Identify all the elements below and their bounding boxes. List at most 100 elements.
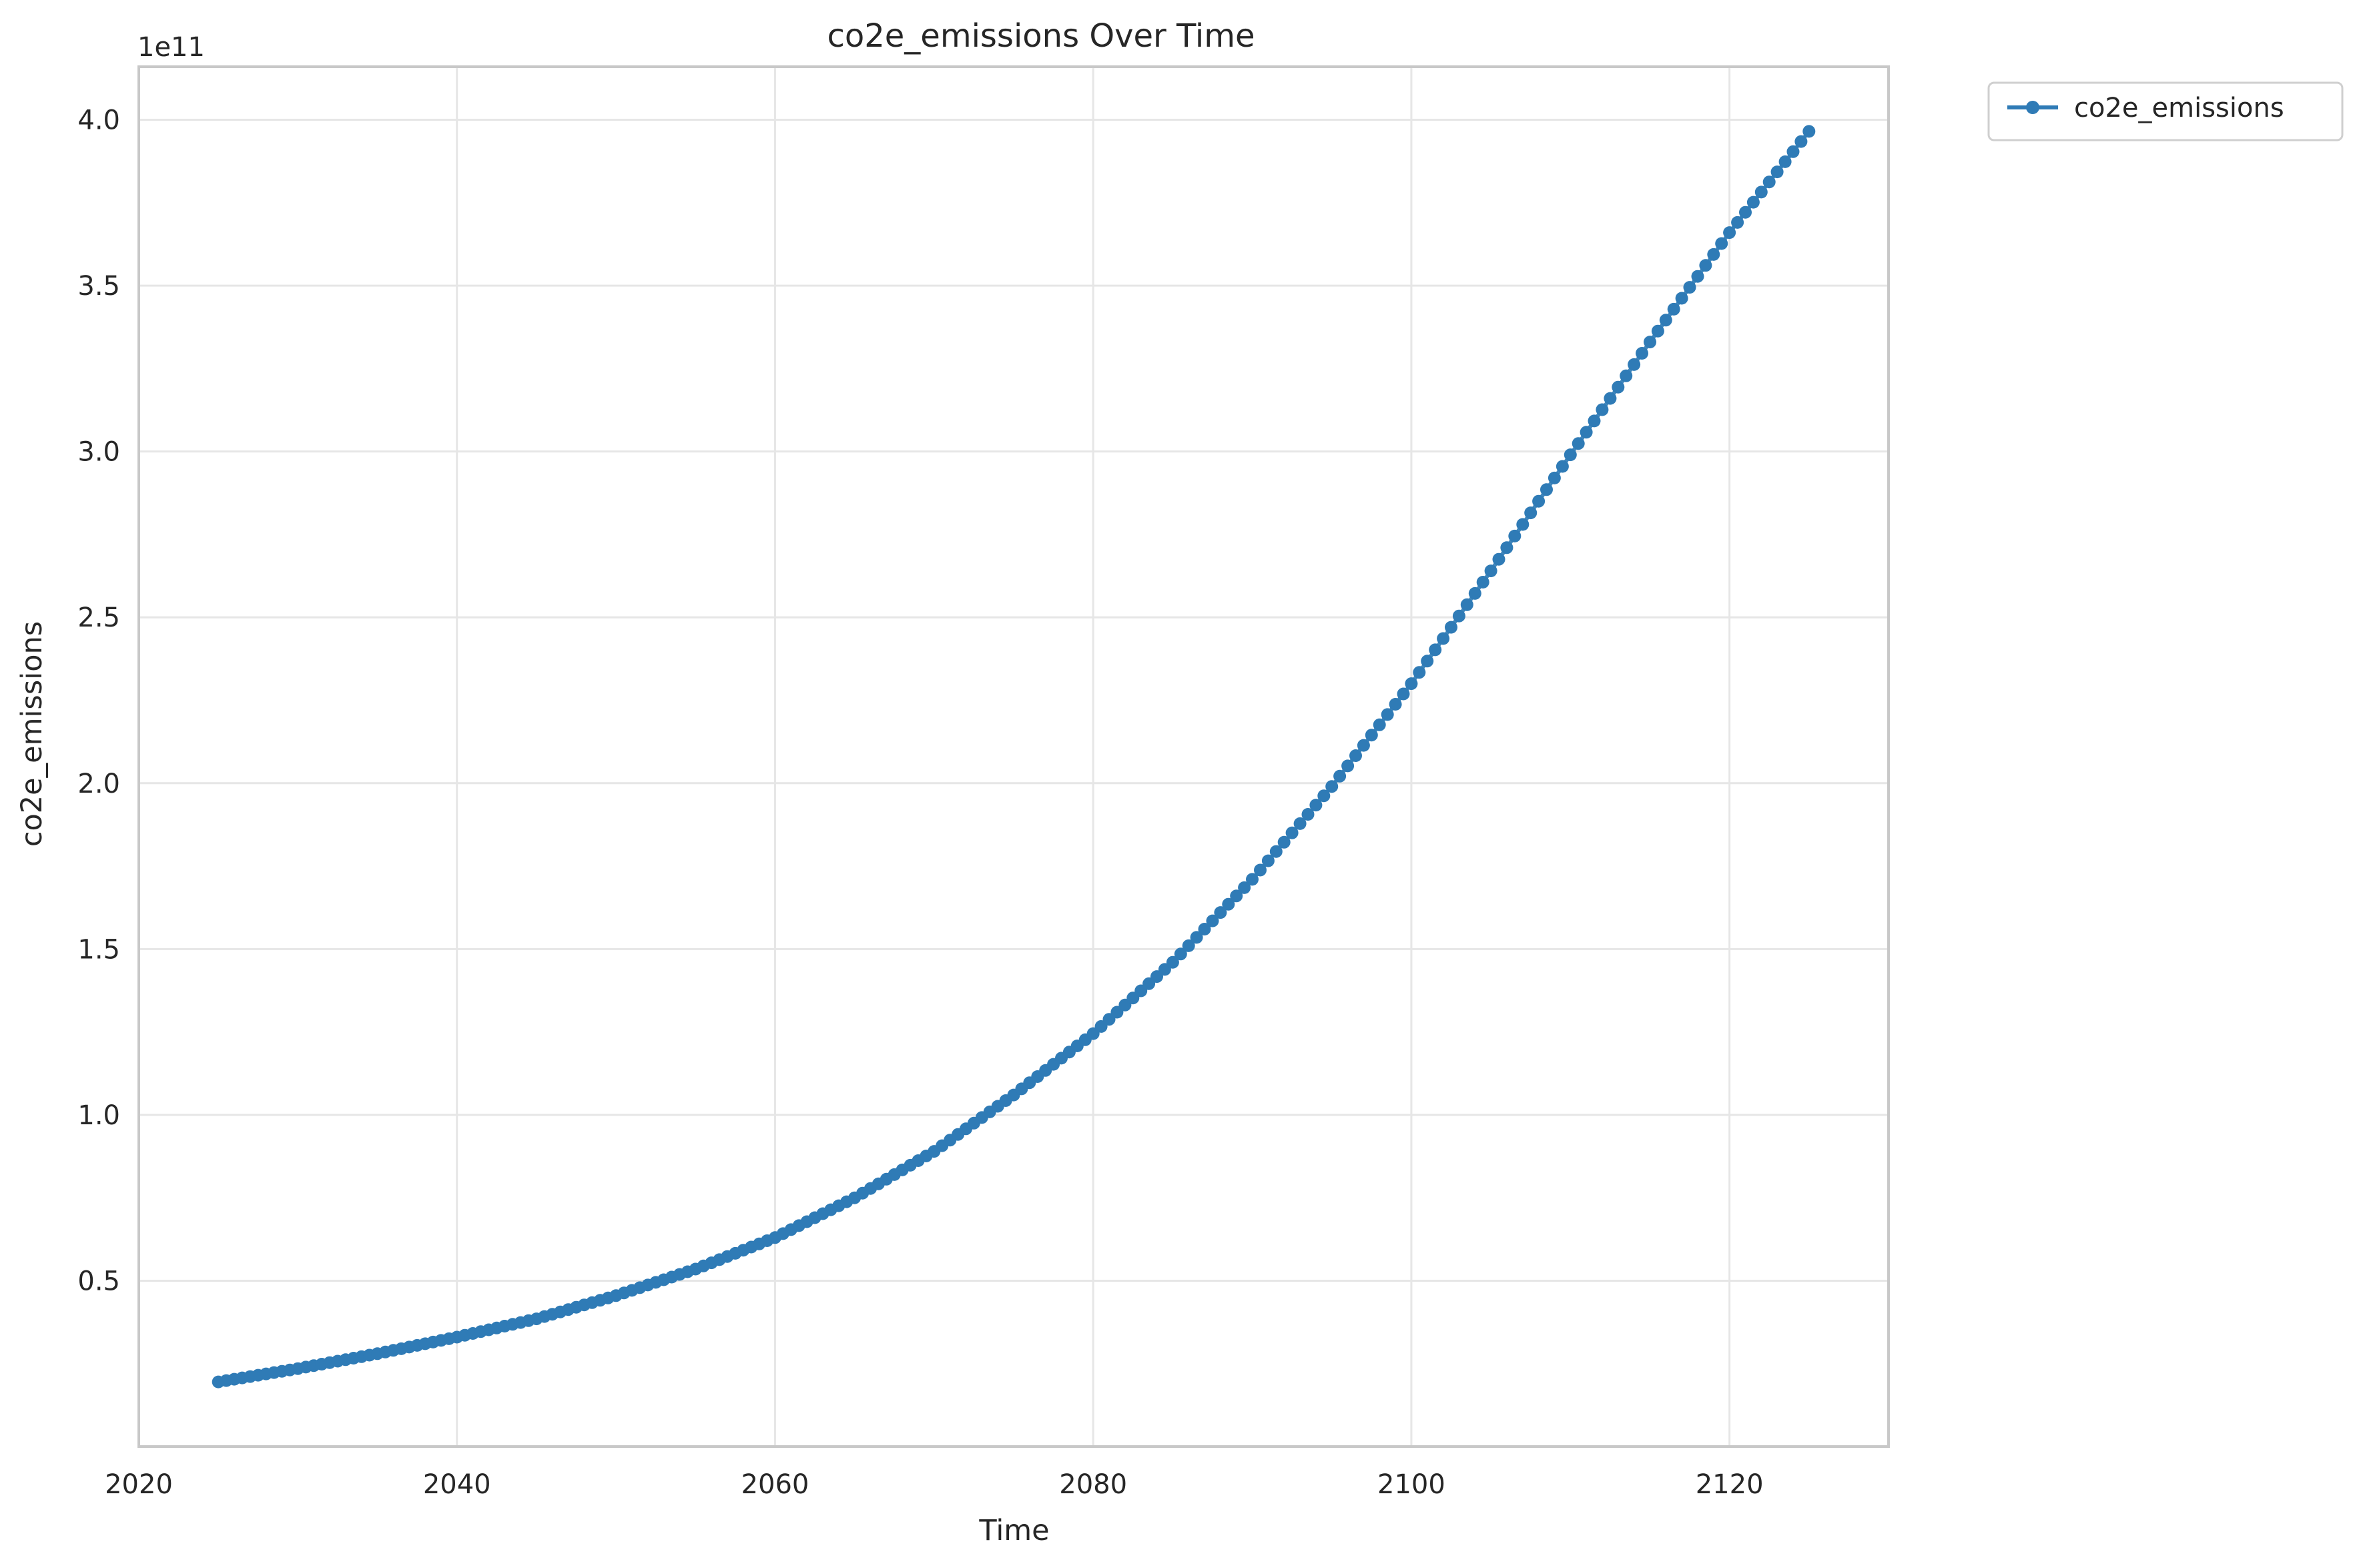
data-point bbox=[1476, 576, 1489, 589]
data-point bbox=[1667, 302, 1680, 316]
y-tick-label: 1.5 bbox=[77, 934, 120, 965]
data-point bbox=[1246, 873, 1259, 886]
data-point bbox=[1182, 939, 1195, 952]
data-point bbox=[1770, 165, 1784, 179]
tick-labels: 2020 2040 2060 2080 2100 2120 0.5 1.0 1.5 2.0 2.5 3… bbox=[77, 105, 1763, 1500]
data-point bbox=[1580, 426, 1593, 439]
data-point bbox=[1452, 609, 1465, 623]
data-point bbox=[1166, 955, 1179, 969]
data-point bbox=[1572, 437, 1585, 450]
x-tick-label: 2040 bbox=[423, 1469, 491, 1500]
chart-title: co2e_emissions Over Time bbox=[827, 17, 1255, 55]
y-tick-label: 4.0 bbox=[77, 105, 120, 136]
data-point bbox=[1421, 655, 1434, 668]
data-point bbox=[1802, 125, 1816, 138]
data-point bbox=[1198, 923, 1211, 935]
data-point bbox=[1325, 780, 1339, 793]
data-point bbox=[1222, 897, 1235, 911]
x-tick-label: 2020 bbox=[105, 1469, 173, 1500]
data-point bbox=[1746, 195, 1760, 209]
data-point bbox=[1437, 632, 1450, 645]
data-point bbox=[1628, 358, 1641, 371]
x-axis-label: Time bbox=[978, 1514, 1049, 1547]
data-point bbox=[1269, 845, 1283, 858]
data-point bbox=[1460, 598, 1473, 611]
legend: co2e_emissions bbox=[1987, 81, 2344, 141]
data-point bbox=[1508, 529, 1522, 542]
data-point bbox=[1762, 175, 1776, 189]
legend-series-marker bbox=[2026, 101, 2039, 114]
data-point bbox=[1405, 677, 1418, 691]
data-point bbox=[1691, 270, 1704, 283]
data-point bbox=[1794, 135, 1808, 148]
data-point bbox=[1357, 739, 1370, 752]
data-point bbox=[1500, 541, 1513, 554]
data-point bbox=[1516, 518, 1530, 531]
data-point bbox=[1604, 392, 1617, 405]
data-point bbox=[1317, 789, 1331, 803]
data-point bbox=[1492, 552, 1505, 566]
data-point bbox=[1778, 155, 1792, 168]
x-tick-label: 2080 bbox=[1059, 1469, 1127, 1500]
data-point bbox=[1214, 906, 1227, 919]
x-tick-label: 2060 bbox=[741, 1469, 809, 1500]
data-point bbox=[1596, 403, 1609, 416]
data-point bbox=[1548, 471, 1561, 484]
data-point bbox=[1381, 708, 1394, 721]
data-point bbox=[1675, 292, 1688, 305]
data-point bbox=[1373, 718, 1386, 731]
data-point bbox=[1365, 729, 1378, 742]
y-tick-label: 0.5 bbox=[77, 1266, 120, 1296]
plot-frame bbox=[137, 65, 1890, 1448]
data-point bbox=[1612, 380, 1625, 394]
data-point bbox=[1532, 494, 1546, 508]
data-point bbox=[1254, 863, 1267, 877]
grid-lines bbox=[137, 67, 1889, 1447]
data-point bbox=[1397, 687, 1410, 701]
data-point bbox=[1731, 216, 1744, 229]
data-point bbox=[1739, 206, 1752, 219]
x-tick-label: 2100 bbox=[1377, 1469, 1445, 1500]
data-point bbox=[1277, 835, 1291, 849]
legend-box bbox=[1987, 81, 2344, 141]
data-point bbox=[1341, 759, 1355, 773]
data-point bbox=[1206, 914, 1219, 927]
data-point bbox=[1293, 817, 1307, 830]
data-point bbox=[1301, 808, 1315, 821]
data-point bbox=[1707, 248, 1720, 261]
data-point bbox=[1413, 666, 1426, 679]
data-point bbox=[1636, 347, 1648, 360]
data-point bbox=[1651, 324, 1664, 338]
data-point bbox=[1556, 460, 1569, 473]
data-point bbox=[1683, 281, 1696, 294]
data-point bbox=[1484, 564, 1497, 578]
data-point bbox=[1715, 237, 1728, 250]
data-point bbox=[1445, 621, 1457, 634]
data-point bbox=[1230, 889, 1243, 903]
data-point bbox=[1699, 259, 1712, 272]
data-point bbox=[1333, 769, 1347, 783]
data-point bbox=[1389, 698, 1402, 711]
data-point bbox=[1659, 314, 1672, 327]
data-point bbox=[1564, 448, 1577, 462]
y-axis-label: co2e_emissions bbox=[15, 621, 49, 847]
y-tick-label: 2.5 bbox=[77, 603, 120, 633]
data-point bbox=[1261, 854, 1275, 867]
y-tick-label: 3.5 bbox=[77, 271, 120, 302]
y-tick-label: 1.0 bbox=[77, 1100, 120, 1131]
data-point bbox=[1754, 185, 1768, 199]
data-point bbox=[1588, 414, 1601, 428]
data-point bbox=[1190, 931, 1203, 944]
data-point bbox=[1285, 826, 1299, 839]
x-tick-label: 2120 bbox=[1696, 1469, 1764, 1500]
data-point bbox=[1644, 336, 1656, 349]
data-point bbox=[1468, 586, 1481, 600]
data-point bbox=[1524, 506, 1538, 520]
data-point bbox=[1540, 483, 1553, 496]
data-point bbox=[1238, 881, 1251, 894]
y-tick-label: 2.0 bbox=[77, 769, 120, 799]
data-point bbox=[1723, 226, 1736, 240]
legend-series-label: co2e_emissions bbox=[2074, 93, 2284, 123]
